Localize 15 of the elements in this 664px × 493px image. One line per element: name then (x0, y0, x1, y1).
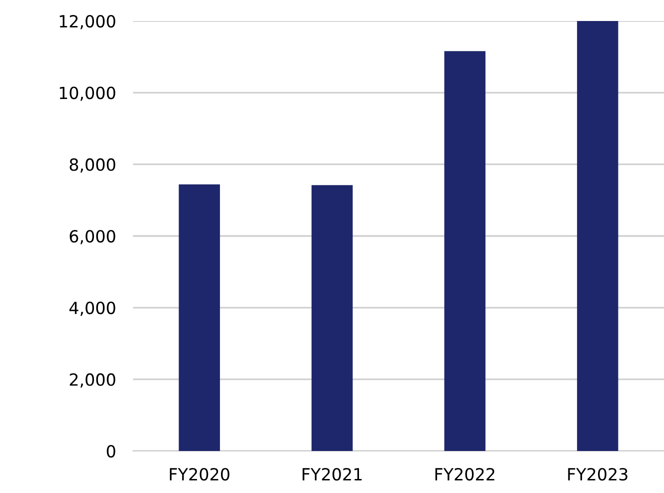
x-tick-label: FY2023 (568, 468, 628, 481)
y-tick-label: 10,000 (60, 86, 116, 101)
y-tick-label: 6,000 (70, 230, 116, 244)
bar (577, 21, 618, 451)
y-tick-label: 4,000 (69, 302, 116, 316)
x-tick-label: FY2020 (170, 468, 230, 481)
x-tick-label: FY2021 (302, 468, 362, 481)
y-tick-label: 0 (106, 444, 116, 458)
y-tick-label: 8,000 (70, 158, 116, 173)
y-tick-label: 2,000 (70, 373, 116, 388)
x-tick-label: FY2022 (435, 468, 494, 481)
bar (178, 184, 220, 451)
bar (444, 51, 486, 451)
y-tick-label: 12,000 (60, 14, 116, 30)
bar (312, 185, 353, 451)
